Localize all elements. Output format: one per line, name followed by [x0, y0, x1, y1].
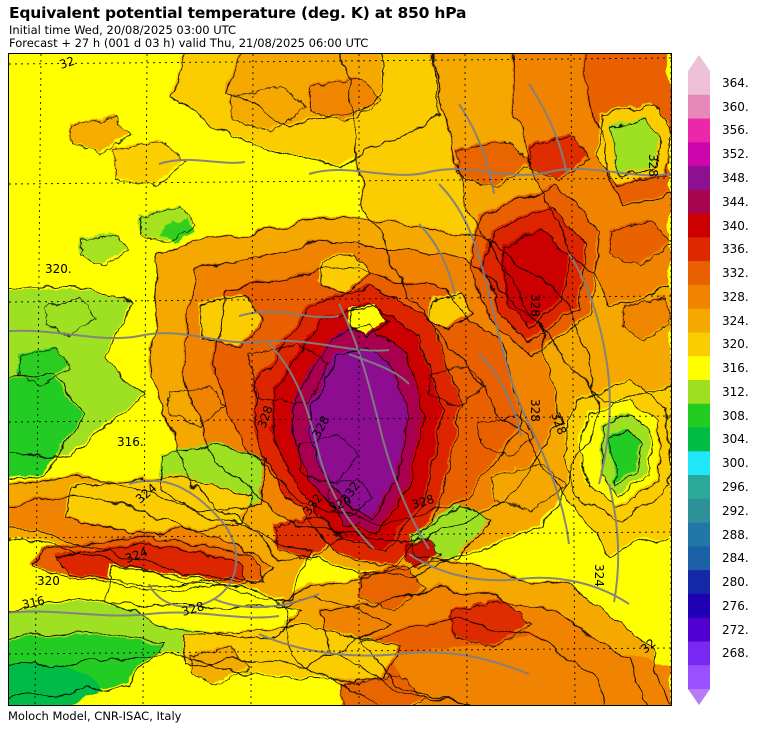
initial-time-label: Initial time Wed, 20/08/2025 03:00 UTC — [9, 23, 237, 37]
svg-text:328: 328 — [528, 294, 542, 317]
colorbar-tick-label: 360. — [722, 99, 749, 114]
colorbar-tick-label: 312. — [722, 384, 749, 399]
svg-text:316.: 316. — [117, 435, 144, 449]
svg-text:32: 32 — [58, 54, 77, 72]
colorbar-tick-labels: 364. 360. 356. 352. 348. 344. 340. 336. 332. 328.… — [722, 55, 760, 705]
colorbar-segment — [688, 546, 710, 571]
colorbar-segment — [688, 498, 710, 524]
colorbar-tick-label: 316. — [722, 361, 749, 376]
contour-labels: 32 320. 316. 328 324 332 324 320 328 328… — [21, 54, 660, 656]
colorbar-tick-label: 288. — [722, 527, 749, 542]
colorbar-segment — [688, 570, 710, 595]
svg-text:320: 320 — [37, 574, 60, 588]
colorbar-segment — [688, 94, 710, 120]
colorbar-segment — [688, 213, 710, 238]
colorbar-segment — [688, 641, 710, 666]
colorbar-tick-label: 356. — [722, 123, 749, 138]
model-credit: Moloch Model, CNR-ISAC, Italy — [8, 709, 182, 723]
colorbar-tick-label: 292. — [722, 503, 749, 518]
colorbar-segment — [688, 356, 710, 381]
svg-text:328: 328 — [180, 599, 206, 619]
map-panel: 32 320. 316. 328 324 332 324 320 328 328… — [8, 53, 672, 706]
colorbar-tick-label: 268. — [722, 646, 749, 661]
colorbar-segment — [688, 71, 710, 96]
colorbar-tick-label: 320. — [722, 337, 749, 352]
svg-text:324: 324 — [592, 564, 606, 587]
colorbar-segment — [688, 118, 710, 143]
svg-text:328: 328 — [646, 154, 660, 177]
colorbar-tick-label: 300. — [722, 456, 749, 471]
svg-text:328: 328 — [410, 492, 436, 512]
colorbar-segment — [688, 665, 710, 690]
colorbar-tick-label: 344. — [722, 194, 749, 209]
colorbar-segment — [688, 166, 710, 191]
colorbar-segment — [688, 593, 710, 619]
colorbar-segment — [688, 475, 710, 500]
colorbar-tick-label: 328. — [722, 289, 749, 304]
colorbar-tick-label: 348. — [722, 171, 749, 185]
colorbar-tick-label: 364. — [722, 75, 749, 90]
colorbar-tick-label: 336. — [722, 242, 749, 257]
colorbar-tick-label: 308. — [722, 408, 749, 423]
colorbar-segment — [688, 522, 710, 547]
svg-text:320.: 320. — [45, 262, 72, 276]
colorbar-segment — [688, 142, 710, 167]
colorbar-tick-label: 280. — [722, 575, 749, 589]
colorbar-segment — [688, 237, 710, 262]
colorbar-swatches — [688, 55, 710, 705]
colorbar-segment — [688, 261, 710, 286]
colorbar-tick-label: 276. — [722, 598, 749, 613]
colorbar-segment — [688, 308, 710, 334]
svg-text:328: 328 — [528, 399, 542, 422]
colorbar-segment — [688, 427, 710, 452]
colorbar-segment — [688, 332, 710, 357]
colorbar-segment — [688, 403, 710, 429]
colorbar-tick-label: 304. — [722, 432, 749, 447]
colorbar-tick-label: 352. — [722, 147, 749, 162]
colorbar-segment — [688, 451, 710, 476]
colorbar-tick-label: 332. — [722, 266, 749, 280]
colorbar-tick-label: 272. — [722, 622, 749, 637]
colorbar-segment — [688, 617, 710, 643]
colorbar-tick-label: 296. — [722, 480, 749, 494]
colorbar-segment — [688, 284, 710, 310]
theta-e-contour-map: 32 320. 316. 328 324 332 324 320 328 328… — [9, 54, 671, 705]
colorbar-tick-label: 324. — [722, 313, 749, 328]
colorbar-tick-label: 284. — [722, 551, 749, 566]
page-title: Equivalent potential temperature (deg. K… — [9, 4, 467, 22]
colorbar — [688, 55, 710, 705]
colorbar-under-arrow — [688, 689, 710, 705]
svg-text:316: 316 — [21, 593, 46, 611]
latlon-grid — [9, 54, 671, 705]
colorbar-tick-label: 340. — [722, 218, 749, 233]
colorbar-over-arrow — [688, 55, 710, 71]
forecast-valid-label: Forecast + 27 h (001 d 03 h) valid Thu, … — [9, 36, 369, 50]
colorbar-segment — [688, 380, 710, 405]
colorbar-segment — [688, 189, 710, 215]
